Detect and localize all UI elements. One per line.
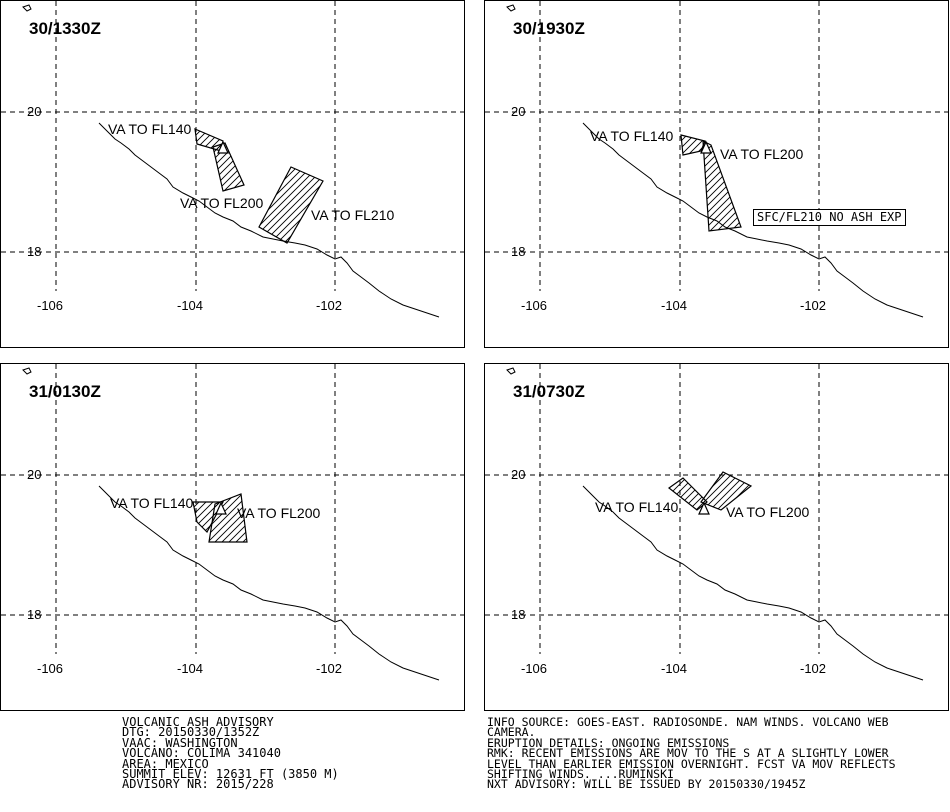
lon-label: -102 (316, 661, 343, 676)
map-panel-4: 31/0730Z 20 18 -106 -104 -102 VA TO FL14… (484, 363, 949, 711)
lon-label: -106 (521, 298, 548, 313)
ash-label: VA TO FL210 (311, 207, 395, 223)
no-ash-box-label: SFC/FL210 NO ASH EXP (753, 209, 906, 226)
lat-label: 18 (511, 244, 526, 259)
advisory-line: VOLCANIC ASH ADVISORY (122, 715, 274, 729)
island (506, 4, 516, 12)
lat-label: 18 (27, 244, 42, 259)
island (506, 367, 516, 375)
grid-lines (485, 1, 948, 291)
volcano-triangle-icon (700, 140, 712, 154)
map-canvas (485, 1, 948, 318)
lon-label: -102 (800, 661, 827, 676)
ash-label: VA TO FL140 (110, 495, 194, 511)
advisory-line: SHIFTING WINDS. ...RUMINSKI (487, 767, 674, 782)
advisory-line: AREA: MEXICO (122, 756, 209, 771)
lon-label: -104 (177, 661, 204, 676)
panel-time: 31/0730Z (513, 382, 585, 401)
advisory-line: NXT ADVISORY: WILL BE ISSUED BY 20150330… (487, 777, 806, 792)
lat-label: 18 (511, 607, 526, 622)
lon-label: -106 (37, 661, 64, 676)
ash-area-fl140 (680, 134, 706, 156)
map-canvas (1, 1, 464, 318)
ash-area-fl200 (208, 493, 248, 543)
panel-time: 30/1930Z (513, 19, 585, 38)
lon-label: -104 (661, 298, 688, 313)
lat-label: 20 (511, 467, 526, 482)
lat-label: 18 (27, 607, 42, 622)
advisory-line: RMK: RECENT EMISSIONS ARE MOV TO THE S A… (487, 746, 889, 761)
volcano-triangle-icon (215, 501, 227, 515)
ash-label: VA TO FL200 (180, 195, 264, 211)
grid-lines (485, 364, 948, 654)
volcano-triangle-icon (698, 501, 710, 515)
lon-label: -104 (177, 298, 204, 313)
ash-label: VA TO FL200 (726, 504, 810, 520)
advisory-line: CAMERA. (487, 725, 536, 740)
volcano-triangle-icon (217, 140, 229, 154)
advisory-line: SUMMIT ELEV: 12631 FT (3850 M) (122, 767, 339, 782)
coastline (98, 122, 440, 318)
ash-area-fl200 (702, 139, 742, 232)
ash-area-fl200 (212, 142, 245, 192)
lon-label: -106 (37, 298, 64, 313)
ash-label: VA TO FL200 (720, 146, 804, 162)
lon-label: -104 (661, 661, 688, 676)
map-panel-2: 30/1930Z 20 18 -106 -104 -102 VA TO FL14… (484, 0, 949, 348)
lat-label: 20 (511, 104, 526, 119)
lon-label: -102 (800, 298, 827, 313)
coastline (582, 485, 924, 681)
advisory-line: LEVEL THAN EARLIER EMISSION OVERNIGHT. F… (487, 756, 896, 771)
coastline (582, 122, 924, 318)
ash-label: VA TO FL140 (108, 121, 192, 137)
map-canvas (1, 364, 464, 681)
island (22, 367, 32, 375)
ash-label: VA TO FL200 (237, 505, 321, 521)
map-canvas (485, 364, 948, 681)
advisory-line: INFO SOURCE: GOES-EAST. RADIOSONDE. NAM … (487, 715, 889, 729)
advisory-line: ERUPTION DETAILS: ONGOING EMISSIONS (487, 735, 730, 750)
advisory-line: VAAC: WASHINGTON (122, 735, 238, 750)
panel-time: 30/1330Z (29, 19, 101, 38)
panel-time: 31/0130Z (29, 382, 101, 401)
map-panel-1: 30/1330Z 20 18 -106 -104 -102 VA TO FL14… (0, 0, 465, 348)
advisory-info-left: VOLCANIC ASH ADVISORY DTG: 20150330/1352… (122, 715, 339, 792)
advisory-line: ADVISORY NR: 2015/228 (122, 777, 274, 792)
advisory-info-right: INFO SOURCE: GOES-EAST. RADIOSONDE. NAM … (487, 715, 896, 792)
lon-label: -106 (521, 661, 548, 676)
coastline (98, 485, 440, 681)
ash-label: VA TO FL140 (590, 128, 674, 144)
advisory-line: DTG: 20150330/1352Z (122, 725, 260, 740)
lat-label: 20 (27, 104, 42, 119)
lat-label: 20 (27, 467, 42, 482)
lon-label: -102 (316, 298, 343, 313)
island (22, 4, 32, 12)
grid-lines (1, 1, 464, 291)
advisory-line: VOLCANO: COLIMA 341040 (122, 746, 281, 761)
ash-label: VA TO FL140 (595, 499, 679, 515)
ash-area-fl210 (258, 166, 324, 244)
ash-area-fl200 (700, 471, 753, 511)
map-panel-3: 31/0130Z 20 18 -106 -104 -102 VA TO FL14… (0, 363, 465, 711)
